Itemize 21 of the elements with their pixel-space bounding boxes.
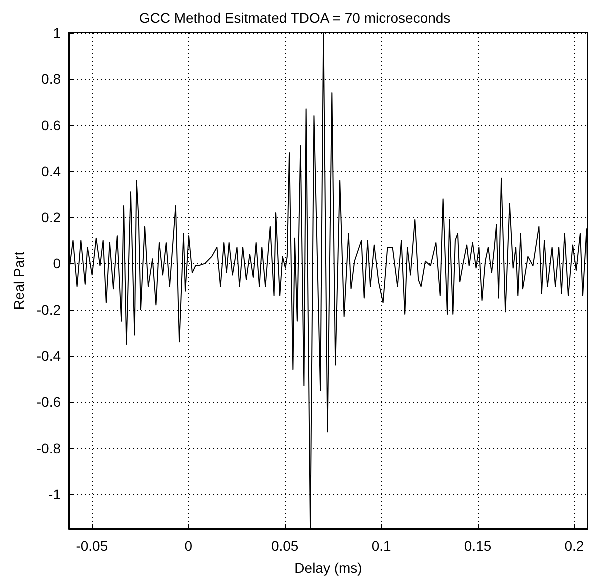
x-tick-label: -0.05 <box>76 538 108 554</box>
y-tick-label: -0.4 <box>36 348 62 364</box>
y-tick-label: -0.6 <box>36 394 62 410</box>
x-tick-label: 0.1 <box>372 538 392 554</box>
y-tick-label: -1 <box>48 486 62 502</box>
y-tick-label: 0.2 <box>42 210 62 226</box>
y-tick-label: 0 <box>53 256 62 272</box>
chart-title: GCC Method Esitmated TDOA = 70 microseconds <box>139 10 451 26</box>
y-axis-title: Real Part <box>10 252 27 310</box>
x-tick-label: 0.15 <box>464 538 492 554</box>
y-tick-label: 0.6 <box>42 117 62 134</box>
y-tick-label: 0.4 <box>42 163 62 180</box>
y-tick-label: 1 <box>53 25 62 41</box>
y-tick-label: -0.2 <box>36 302 62 318</box>
x-tick-label: 0.2 <box>564 538 584 554</box>
x-tick-label: 0 <box>184 538 193 554</box>
x-axis-title: Delay (ms) <box>294 560 362 576</box>
x-tick-label: 0.05 <box>271 538 299 554</box>
line-series <box>68 32 588 530</box>
y-tick-label: 0.8 <box>42 71 62 88</box>
y-tick-label: -0.8 <box>36 440 62 456</box>
